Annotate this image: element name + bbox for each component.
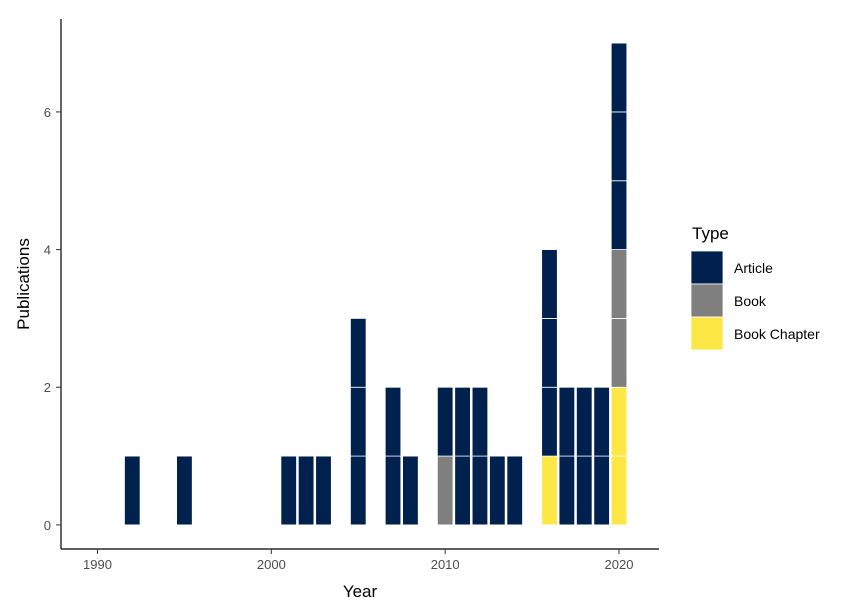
bar-2007-article (384, 455, 402, 526)
bar-2020-article (610, 42, 628, 113)
x-tick-label-2020: 2020 (605, 557, 634, 572)
y-tick-label-4: 4 (44, 243, 51, 258)
y-axis-title: Publications (14, 238, 33, 330)
legend-title: Type (692, 224, 729, 243)
y-tick-label-2: 2 (44, 380, 51, 395)
bar-2008-article (402, 455, 419, 526)
bar-1992-article (124, 455, 141, 526)
bar-2020-book-chapter (610, 386, 628, 457)
bar-2018-article (576, 455, 593, 526)
bar-2012-article (471, 455, 489, 526)
bar-2005-article (350, 318, 367, 388)
bar-2020-book (610, 249, 628, 319)
bar-2016-article (541, 386, 558, 457)
bar-2016-article (541, 249, 558, 319)
x-axis-ticks: 1990 2000 2010 2020 (83, 549, 633, 572)
bar-2020-article (610, 180, 628, 250)
legend-label-book-chapter: Book Chapter (734, 326, 820, 342)
bar-2012-article (471, 386, 489, 457)
bar-2016-article (541, 318, 558, 388)
bar-2013-article (489, 455, 506, 526)
x-tick-label-1990: 1990 (83, 557, 112, 572)
bar-2001-article (280, 455, 297, 526)
bar-1995-article (176, 455, 193, 526)
bar-2016-book-chapter (541, 455, 558, 526)
x-tick-label-2000: 2000 (257, 557, 286, 572)
y-axis-ticks: 0 2 4 6 (44, 105, 61, 533)
bar-2020-book-chapter (610, 455, 628, 526)
y-tick-label-0: 0 (44, 518, 51, 533)
bar-2014-article (506, 455, 523, 526)
bar-2018-article (576, 386, 593, 457)
legend-key-book (690, 283, 724, 318)
x-tick-label-2010: 2010 (431, 557, 460, 572)
bar-2017-article (558, 455, 576, 526)
legend-key-article (690, 250, 724, 285)
legend: Type Article Book Book Chapter (690, 224, 820, 351)
bar-2020-article (610, 111, 628, 182)
bar-2011-article (454, 386, 471, 457)
bar-2010-article (436, 386, 454, 457)
bar-2020-book (610, 318, 628, 388)
legend-label-book: Book (734, 293, 767, 309)
bar-2003-article (315, 455, 332, 526)
legend-label-article: Article (734, 260, 773, 276)
y-tick-label-6: 6 (44, 105, 51, 120)
bar-2011-article (454, 455, 471, 526)
bar-2007-article (384, 386, 402, 457)
x-axis-title: Year (343, 582, 378, 601)
bar-2019-article (593, 455, 610, 526)
legend-key-book-chapter (690, 316, 724, 351)
bar-2005-article (350, 386, 367, 457)
bar-2019-article (593, 386, 610, 457)
bar-2002-article (297, 455, 315, 526)
bars-layer (124, 42, 628, 526)
bar-2010-book (436, 455, 454, 526)
bar-2005-article (350, 455, 367, 526)
bar-2017-article (558, 386, 576, 457)
